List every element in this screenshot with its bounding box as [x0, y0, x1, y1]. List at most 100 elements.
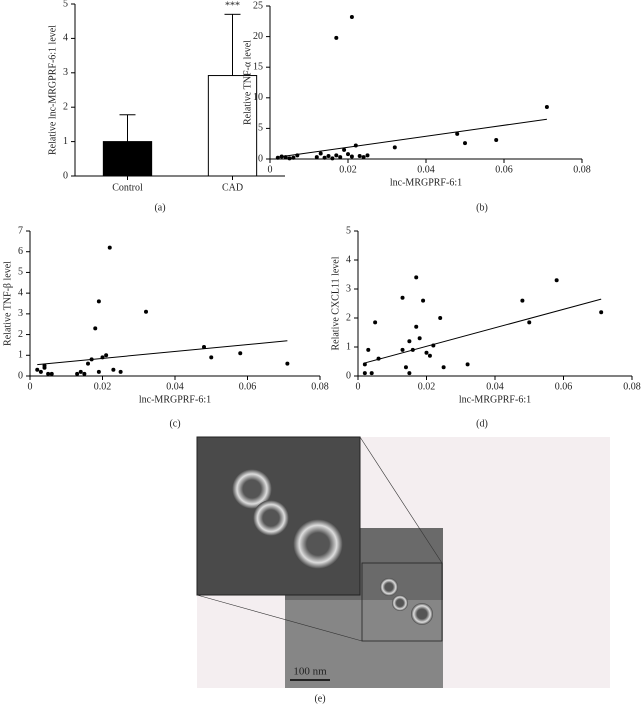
point [104, 353, 109, 358]
y-tick-label: 4 [346, 254, 351, 265]
panel-label: (a) [154, 202, 165, 213]
y-tick-label: 1 [18, 350, 23, 361]
point [46, 371, 51, 376]
y-tick-label: 3 [63, 67, 68, 78]
point [392, 145, 397, 150]
point [100, 355, 105, 360]
point [291, 155, 296, 160]
em-panel: 100 nm [196, 436, 610, 688]
point [295, 153, 300, 158]
y-tick-label: 4 [18, 287, 23, 298]
x-tick-label: 0.08 [623, 381, 641, 392]
point [318, 151, 323, 156]
significance: *** [225, 1, 240, 12]
point [35, 367, 40, 372]
x-tick-label: 0.06 [239, 381, 257, 392]
vesicle [293, 519, 343, 569]
point [362, 371, 367, 376]
y-tick-label: 3 [18, 308, 23, 319]
point [527, 320, 532, 325]
point [322, 155, 327, 160]
point [78, 369, 83, 374]
y-tick-label: 4 [63, 33, 68, 44]
point [427, 353, 432, 358]
point [441, 365, 446, 370]
point [494, 138, 499, 143]
fit-line [37, 340, 288, 366]
point [361, 155, 366, 160]
point [463, 141, 467, 146]
point [96, 299, 101, 304]
panel-label: (c) [169, 418, 180, 429]
x-tick-label: 0 [356, 381, 361, 392]
panel-label: (d) [476, 418, 488, 429]
point [42, 363, 47, 368]
y-tick-label: 2 [63, 101, 68, 112]
point [465, 362, 470, 367]
point [373, 320, 378, 325]
point [349, 15, 354, 20]
point [407, 339, 412, 344]
panel-label: (e) [314, 693, 325, 704]
zoom-line [196, 594, 363, 642]
point [330, 156, 335, 161]
y-tick-label: 0 [346, 370, 351, 381]
point [421, 298, 426, 303]
x-tick-label: 0.04 [166, 381, 184, 392]
y-axis-label: Relative TNF-α level [242, 40, 253, 125]
point [202, 345, 206, 349]
x-tick-label: Control [112, 182, 143, 193]
x-tick-label: 0.06 [495, 164, 513, 175]
point [107, 245, 112, 250]
point [520, 298, 525, 303]
y-tick-label: 6 [18, 246, 23, 257]
point [342, 147, 347, 152]
point [287, 156, 292, 161]
x-tick-label: 0.08 [573, 164, 591, 175]
point [407, 371, 412, 376]
point [403, 365, 408, 370]
point [283, 155, 288, 160]
point [417, 336, 422, 341]
zoom-box [361, 562, 443, 642]
x-tick-label: 0.02 [339, 164, 357, 175]
point [49, 371, 54, 376]
vesicle [411, 603, 433, 625]
point [455, 131, 460, 136]
point [369, 371, 374, 376]
point [362, 362, 367, 367]
point [144, 309, 148, 314]
x-tick-label: 0.08 [311, 381, 329, 392]
fit-line [364, 298, 602, 364]
point [349, 154, 354, 159]
point [357, 153, 362, 158]
point [414, 275, 419, 280]
point [93, 326, 98, 331]
point [438, 316, 443, 320]
y-tick-label: 5 [63, 0, 68, 9]
fit-line [277, 118, 547, 158]
y-tick-label: 0 [258, 153, 263, 164]
bar [207, 75, 258, 177]
point [338, 155, 343, 160]
x-axis-label: lnc-MRGPRF-6:1 [459, 394, 531, 405]
point [86, 361, 90, 366]
point [414, 324, 419, 329]
y-tick-label: 3 [346, 283, 351, 294]
y-axis-label: Relative lnc-MRGPRF-6:1 level [47, 25, 58, 155]
x-tick-label: 0 [268, 164, 273, 175]
y-tick-label: 25 [253, 0, 263, 11]
y-tick-label: 5 [258, 123, 263, 134]
y-axis-label: Relative TNF-β level [2, 261, 13, 346]
point [82, 371, 87, 376]
x-axis-label: lnc-MRGPRF-6:1 [390, 177, 462, 188]
point [75, 371, 80, 376]
point [366, 347, 371, 352]
point [400, 295, 405, 300]
vesicle [253, 500, 289, 536]
point [209, 355, 214, 360]
y-tick-label: 0 [63, 170, 68, 181]
scale-bar-label: 100 nm [293, 666, 327, 678]
x-tick-label: 0.04 [486, 381, 504, 392]
y-tick-label: 15 [253, 61, 263, 72]
